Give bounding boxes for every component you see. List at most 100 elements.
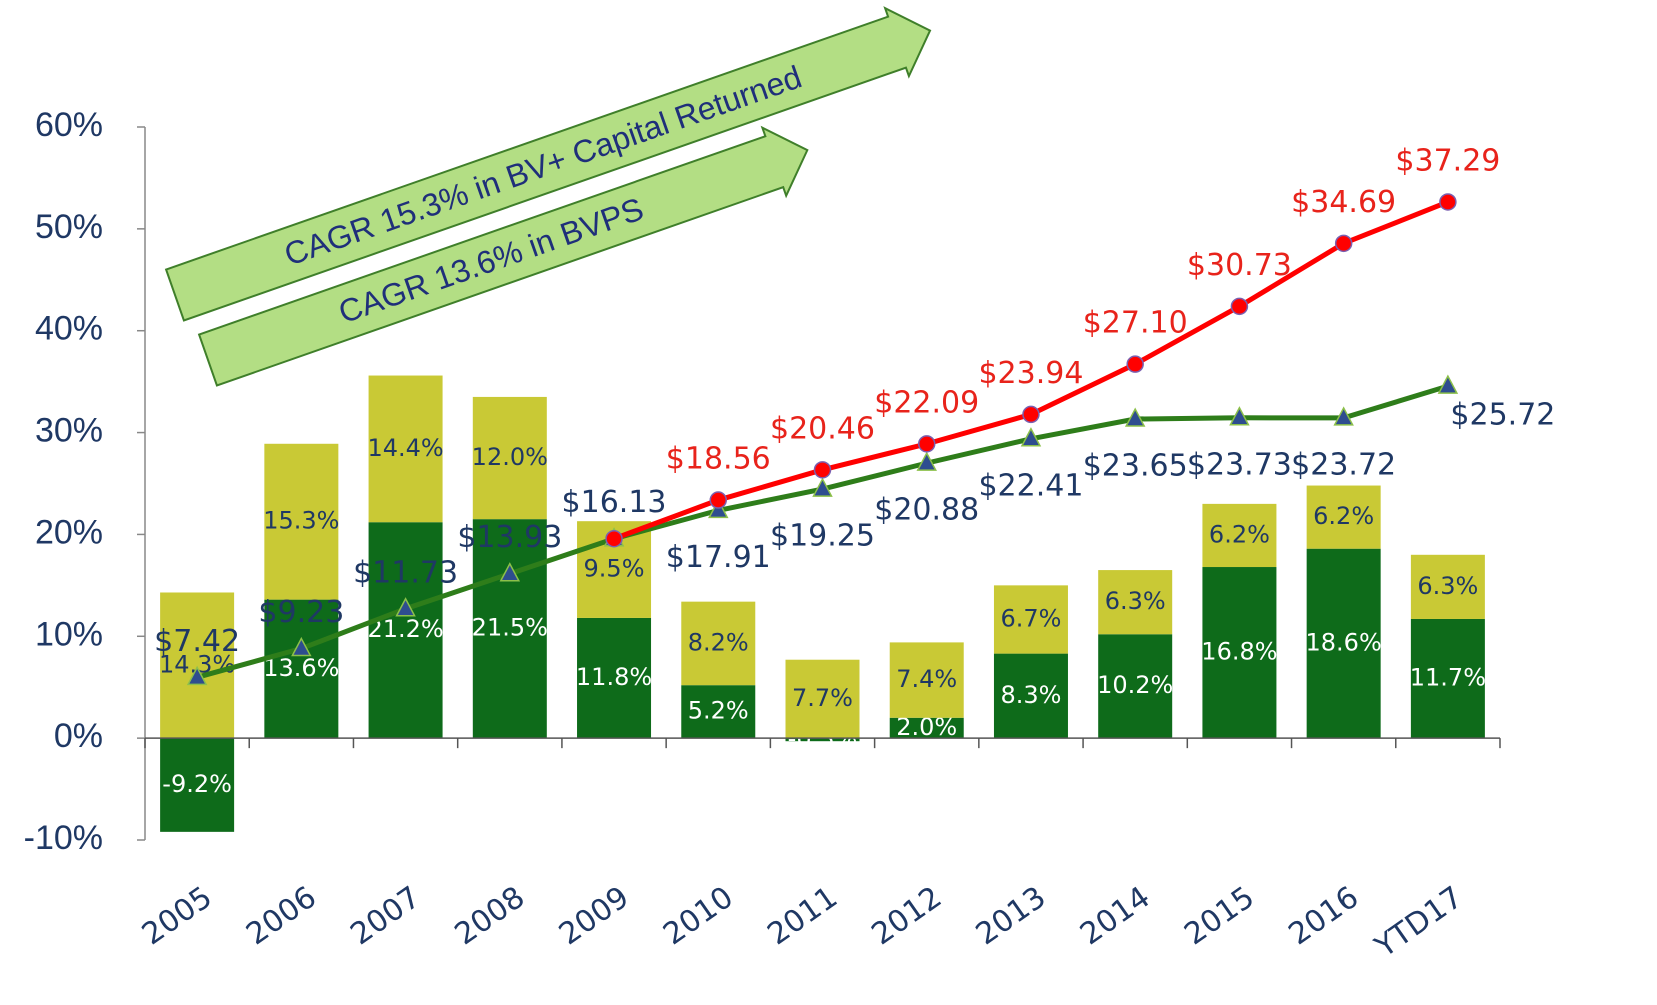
y-tick-label: 60% <box>35 106 103 144</box>
bar-label: 16.8% <box>1201 638 1277 666</box>
bar-segment <box>889 717 964 739</box>
bar-label: 7.7% <box>792 684 853 712</box>
bar-label: 6.3% <box>1417 572 1478 600</box>
bar-label: 6.7% <box>1000 604 1061 632</box>
point <box>1229 406 1250 426</box>
y-tick-label: -10% <box>24 819 103 857</box>
x-tick-label: 2011 <box>761 880 844 952</box>
point-label: $25.72 <box>1450 398 1555 433</box>
point-label: $16.13 <box>562 485 667 520</box>
x-tick-label: 2008 <box>449 880 532 952</box>
point-label: $11.73 <box>353 555 458 590</box>
bar-label: 12.0% <box>472 443 548 471</box>
bar-segment <box>264 599 339 739</box>
point <box>1126 355 1144 373</box>
point-label: $17.91 <box>666 540 771 575</box>
point <box>1022 405 1040 424</box>
point-label: $18.56 <box>666 442 771 477</box>
bar-segment <box>785 659 860 739</box>
point-label: $22.09 <box>874 385 979 420</box>
bar-segment <box>160 592 235 739</box>
bar-segment <box>577 617 652 739</box>
bar-label: -9.2% <box>162 770 232 798</box>
x-tick-label: 2014 <box>1074 880 1157 952</box>
point <box>395 597 416 617</box>
bar-segment <box>160 738 235 832</box>
point <box>916 451 937 471</box>
point <box>1437 374 1459 394</box>
point-label: $23.94 <box>978 356 1083 391</box>
bar-label: 14.4% <box>367 434 443 462</box>
point <box>186 665 208 686</box>
arrow-shape <box>164 6 932 322</box>
point-label: $13.93 <box>457 520 562 555</box>
bar-segment <box>1306 548 1381 739</box>
x-tick-label: 2010 <box>657 880 740 952</box>
point-label: $30.73 <box>1187 248 1292 283</box>
bar-label: 11.8% <box>576 663 652 691</box>
bar-label: 11.7% <box>1410 664 1486 692</box>
bar-label: 10.2% <box>1097 671 1173 699</box>
point <box>1230 297 1249 316</box>
y-tick-label: 10% <box>35 615 103 653</box>
bar-label: 6.3% <box>1105 587 1166 615</box>
y-tick-label: 40% <box>35 310 103 348</box>
x-tick-label: 2005 <box>136 880 219 952</box>
point-label: $27.10 <box>1083 306 1188 341</box>
bar-segment <box>681 601 756 686</box>
point-label: $37.29 <box>1395 143 1500 178</box>
bar-segment <box>1202 503 1277 568</box>
bar-label: 6.2% <box>1313 502 1374 530</box>
point-label: $23.73 <box>1187 447 1292 482</box>
point <box>605 529 623 548</box>
bar-label: 15.3% <box>263 507 339 535</box>
point-label: $20.46 <box>770 411 875 446</box>
bar-segment <box>264 443 339 600</box>
bar-label: 6.2% <box>1209 520 1270 548</box>
point-label: $34.69 <box>1291 185 1396 220</box>
bar-segment <box>1410 554 1485 619</box>
bar-label: 9.5% <box>584 555 645 583</box>
x-tick-label: 2012 <box>866 880 949 952</box>
point <box>499 562 521 582</box>
point <box>709 491 728 509</box>
point-label: $9.23 <box>258 595 344 630</box>
point <box>1124 407 1146 427</box>
y-tick-label: 0% <box>54 717 103 755</box>
bar-label: 8.2% <box>688 628 749 656</box>
y-tick-label: 50% <box>35 208 103 246</box>
x-tick-label: 2013 <box>970 880 1053 952</box>
x-tick-label: 2006 <box>240 880 323 952</box>
point-label: $7.42 <box>154 624 240 659</box>
bar-segment <box>681 685 756 739</box>
point <box>812 477 833 497</box>
point <box>1439 193 1457 211</box>
point <box>1020 427 1042 447</box>
bar-segment <box>1098 634 1173 739</box>
arrow-bv-capital: CAGR 15.3% in BV+ Capital Returned <box>164 6 932 322</box>
bar-label: 5.2% <box>688 697 749 725</box>
bar-segment <box>472 396 547 520</box>
point <box>1333 406 1354 426</box>
point <box>1334 234 1353 253</box>
bar-segment <box>993 585 1068 654</box>
point <box>917 435 936 453</box>
bar-label: 13.6% <box>263 654 339 682</box>
bar-segment <box>993 653 1068 739</box>
bar-segment <box>1202 567 1277 739</box>
bar-segment <box>889 642 964 718</box>
y-tick-label: 30% <box>35 412 103 450</box>
bar-segment <box>368 375 443 523</box>
bar-segment <box>1098 570 1173 635</box>
x-tick-label: YTD17 <box>1368 880 1469 965</box>
x-tick-label: 2016 <box>1282 880 1365 952</box>
bar-segment <box>1410 618 1485 739</box>
point-label: $19.25 <box>770 519 875 554</box>
y-tick-label: 20% <box>35 513 103 551</box>
point-label: $23.65 <box>1083 449 1188 484</box>
point <box>813 461 832 479</box>
x-tick-label: 2015 <box>1178 880 1261 952</box>
bar-segment <box>472 519 547 739</box>
x-tick-label: 2007 <box>344 880 427 952</box>
